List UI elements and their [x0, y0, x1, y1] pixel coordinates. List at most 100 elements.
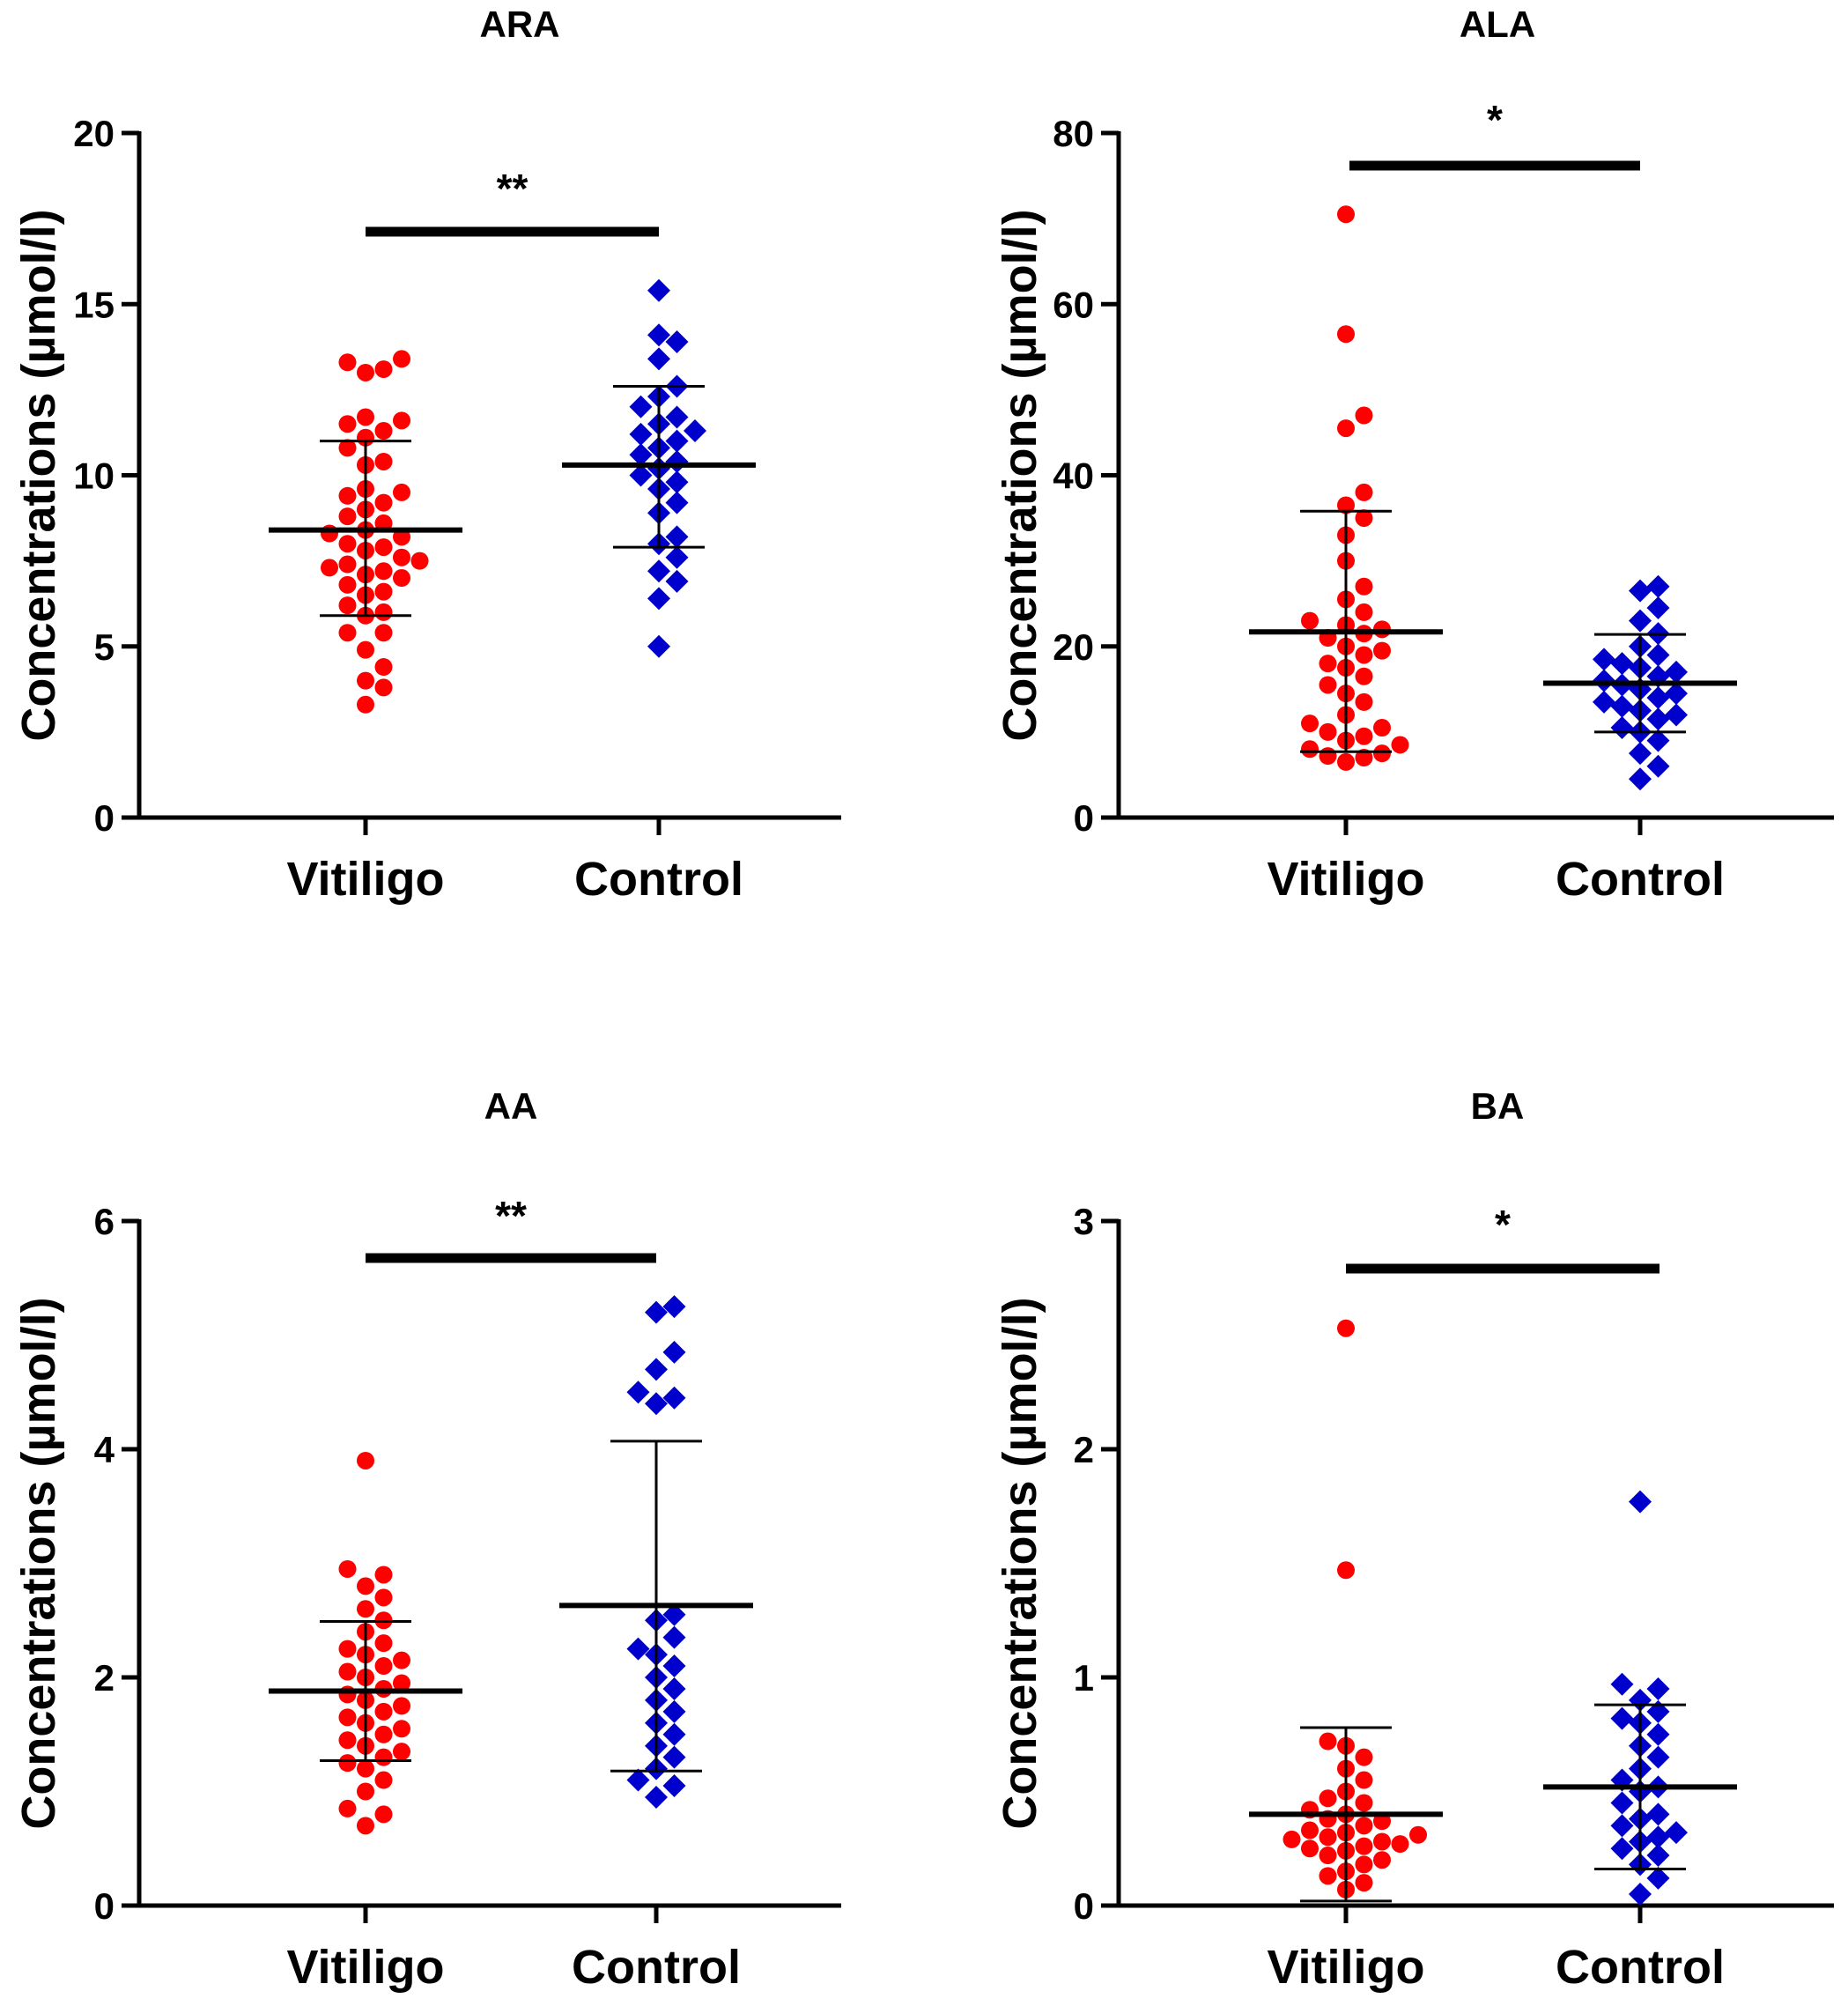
data-point-vitiligo [1301, 740, 1319, 759]
data-point-vitiligo [338, 535, 357, 553]
data-point-control [1646, 1844, 1670, 1868]
data-point-control [1646, 754, 1670, 778]
x-tick-label-control: Control [572, 1941, 741, 1994]
data-point-vitiligo [374, 493, 393, 512]
data-point-control [665, 329, 689, 353]
panel-aa: AA Concentrations (µmol/l) ** Vitiligo C… [12, 1085, 841, 1994]
y-tick-label: 20 [1053, 626, 1094, 668]
data-point-vitiligo [1319, 655, 1337, 673]
data-point-control [1593, 690, 1615, 714]
data-point-vitiligo [1319, 1789, 1337, 1808]
significance-marker: * [1495, 1202, 1511, 1247]
data-point-vitiligo [1337, 1561, 1355, 1580]
data-point-control [1610, 652, 1634, 676]
data-point-vitiligo [1355, 1771, 1373, 1789]
chart-title: ALA [1460, 4, 1535, 45]
data-point-control [1646, 1677, 1670, 1700]
data-point-vitiligo [357, 1600, 374, 1618]
data-point-control [629, 443, 653, 467]
data-point-control [1646, 596, 1670, 620]
data-point-vitiligo [338, 439, 357, 457]
data-point-vitiligo [357, 1759, 374, 1778]
data-point-vitiligo [1301, 611, 1319, 630]
x-tick-label-control: Control [1556, 853, 1725, 906]
data-point-vitiligo [374, 624, 393, 642]
data-point-control [645, 1392, 668, 1416]
data-point-vitiligo [374, 582, 393, 601]
data-point-vitiligo [338, 1685, 357, 1704]
panel-ara: ARA Concentrations (µmol/l) ** Vitiligo … [12, 4, 841, 906]
data-point-vitiligo [1301, 1839, 1319, 1858]
data-point-control [629, 395, 653, 418]
data-point-vitiligo [1319, 1732, 1337, 1751]
data-point-vitiligo [1355, 1817, 1373, 1835]
data-point-vitiligo [1355, 727, 1373, 745]
data-point-control [662, 1654, 686, 1678]
data-point-vitiligo [338, 1662, 357, 1681]
data-point-vitiligo [1373, 641, 1391, 660]
data-point-control [1665, 660, 1688, 684]
significance-marker: ** [495, 1193, 527, 1239]
data-point-vitiligo [357, 695, 374, 714]
data-point-control [1629, 767, 1652, 791]
data-point-control [647, 587, 670, 611]
y-tick-label: 80 [1053, 113, 1094, 154]
data-point-vitiligo [1355, 577, 1373, 596]
data-point-control [1629, 579, 1652, 603]
data-point-vitiligo [393, 1743, 410, 1761]
data-point-control [647, 559, 670, 583]
data-point-control [1646, 1866, 1670, 1890]
data-point-vitiligo [1319, 1847, 1337, 1865]
data-point-vitiligo [321, 524, 338, 543]
data-point-vitiligo [1355, 692, 1373, 711]
data-point-vitiligo [1301, 714, 1319, 733]
y-tick-label: 0 [1074, 1885, 1094, 1927]
data-point-vitiligo [1373, 1851, 1391, 1869]
data-point-vitiligo [374, 658, 393, 677]
data-point-vitiligo [374, 360, 393, 379]
data-point-control [1646, 1722, 1670, 1746]
data-point-vitiligo [374, 1566, 393, 1584]
data-point-control [1646, 574, 1670, 598]
significance-marker: ** [497, 166, 529, 211]
data-point-control [1646, 1745, 1670, 1769]
data-point-control [1646, 1802, 1670, 1826]
data-point-vitiligo [1337, 752, 1355, 771]
data-point-control [1610, 1837, 1634, 1861]
y-axis-label: Concentrations (µmol/l) [994, 209, 1046, 741]
data-point-vitiligo [357, 1451, 374, 1469]
data-point-vitiligo [338, 1754, 357, 1773]
data-point-vitiligo [338, 624, 357, 642]
data-point-control [665, 405, 689, 429]
data-point-control [1665, 1821, 1688, 1845]
x-tick-label-control: Control [574, 853, 743, 906]
data-point-vitiligo [1391, 736, 1409, 754]
data-point-vitiligo [1301, 1821, 1319, 1839]
data-point-vitiligo [338, 1731, 357, 1750]
data-point-vitiligo [1337, 325, 1355, 344]
data-point-control [1610, 694, 1634, 718]
data-point-vitiligo [1337, 1319, 1355, 1337]
data-point-vitiligo [1319, 722, 1337, 741]
data-point-vitiligo [338, 415, 357, 433]
data-point-control [645, 1785, 668, 1809]
data-point-vitiligo [1337, 496, 1355, 514]
data-point-control [1646, 686, 1670, 710]
data-point-control [629, 463, 653, 487]
data-point-vitiligo [1373, 744, 1391, 763]
data-point-vitiligo [374, 562, 393, 581]
data-point-vitiligo [1337, 205, 1355, 224]
data-point-vitiligo [393, 411, 410, 430]
y-tick-label: 40 [1053, 455, 1094, 497]
data-point-vitiligo [374, 678, 393, 697]
data-point-control [665, 545, 689, 569]
data-point-vitiligo [393, 1674, 410, 1692]
chart-title: ARA [480, 4, 560, 45]
data-point-vitiligo [1355, 603, 1373, 621]
data-point-vitiligo [338, 575, 357, 594]
data-point-vitiligo [1355, 1874, 1373, 1892]
y-tick-label: 5 [94, 626, 115, 668]
y-tick-label: 4 [94, 1429, 115, 1470]
data-point-vitiligo [1373, 1832, 1391, 1851]
